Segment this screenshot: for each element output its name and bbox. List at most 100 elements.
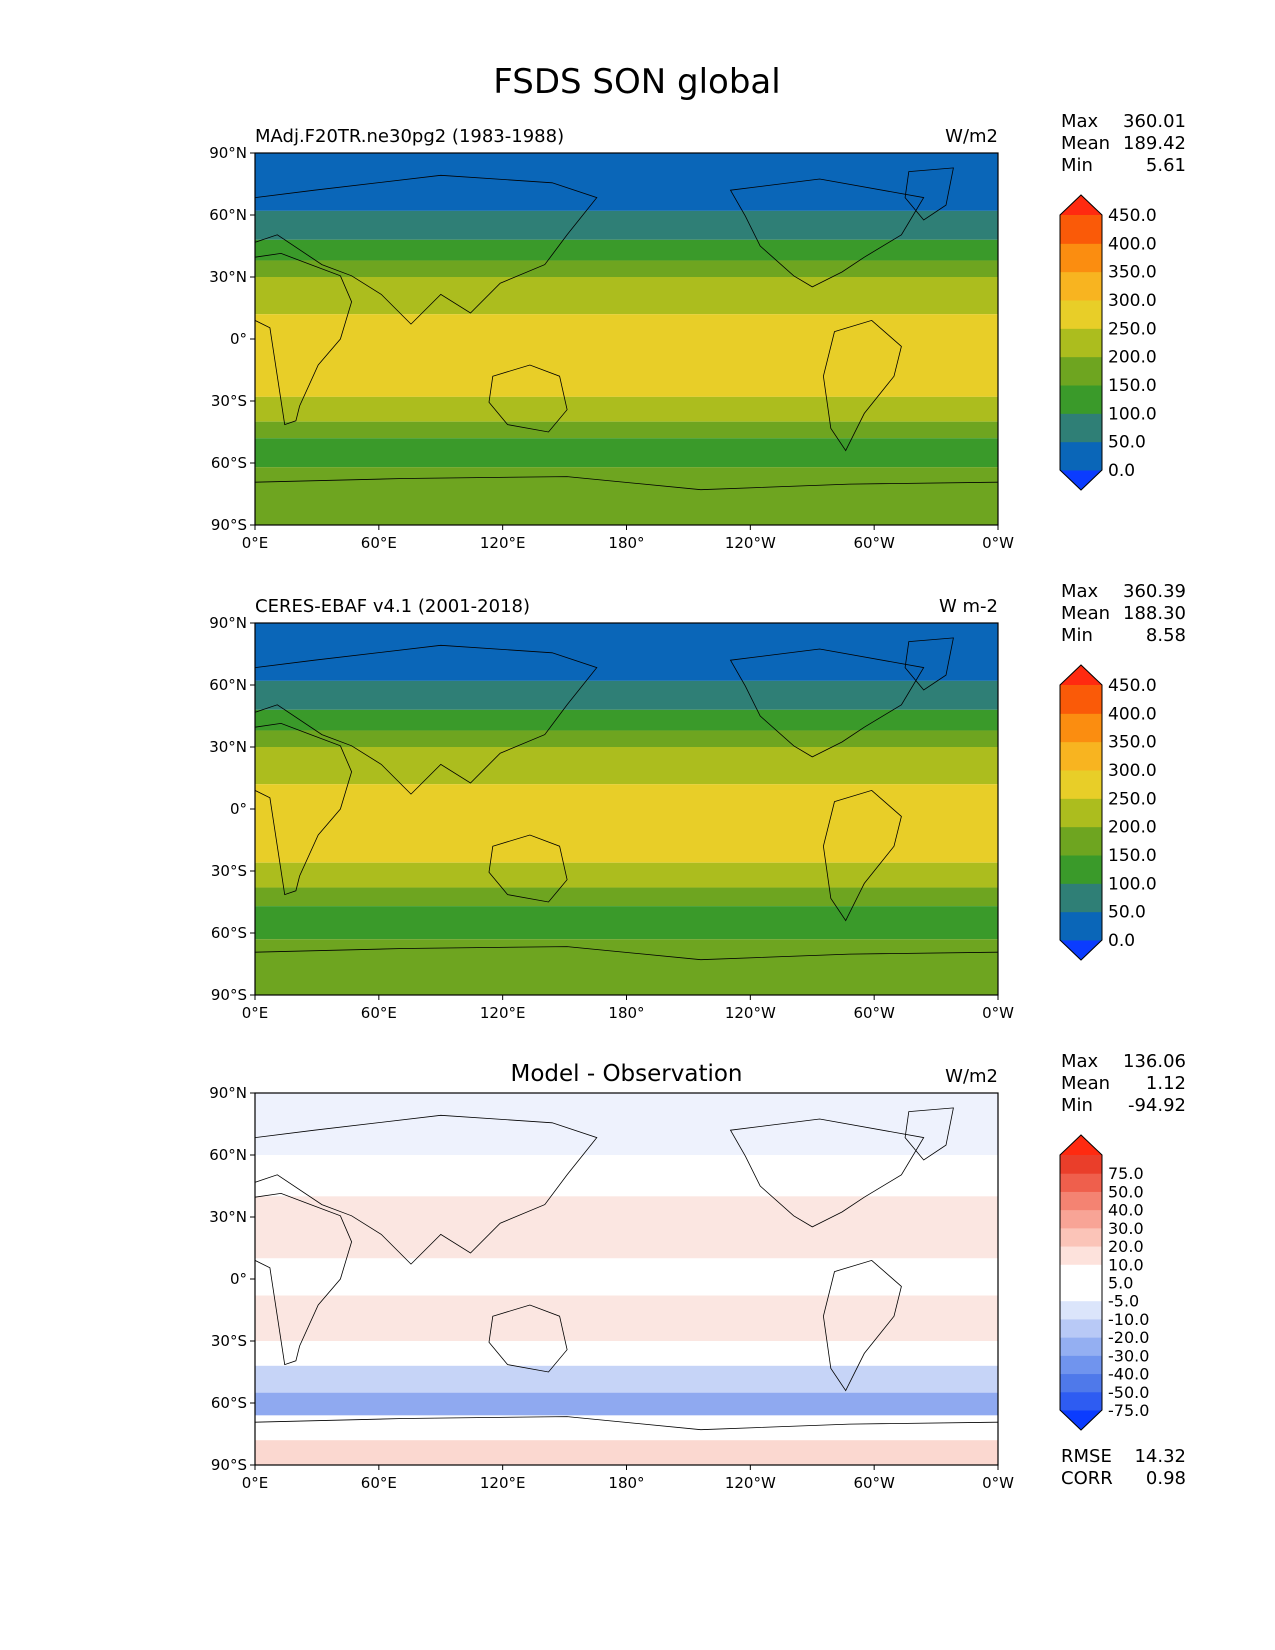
lat-tick-label: 90°N <box>209 144 247 162</box>
lat-tick-label: 90°S <box>211 516 247 534</box>
colorbar-segment <box>1060 1173 1102 1192</box>
colorbar-segment <box>1060 1373 1102 1393</box>
map-band <box>255 314 998 397</box>
colorbar-label: -20.0 <box>1108 1328 1149 1347</box>
map-band <box>255 1365 998 1393</box>
colorbar-segment <box>1060 1337 1102 1356</box>
map-band <box>255 260 998 277</box>
coastlines <box>255 1107 998 1431</box>
colorbar-segment <box>1060 1355 1102 1375</box>
colorbar-label: 350.0 <box>1108 263 1157 283</box>
colorbar-label: 20.0 <box>1108 1237 1144 1256</box>
map-band <box>255 1341 998 1366</box>
colorbar-label: -30.0 <box>1108 1346 1149 1365</box>
panel-center-title: Model - Observation <box>510 1061 742 1087</box>
stat-value: 189.42 <box>1123 133 1186 154</box>
lat-tick-label: 60°S <box>211 1394 247 1412</box>
coastline <box>488 834 568 903</box>
colorbar-label: -50.0 <box>1108 1383 1149 1402</box>
coastlines <box>255 167 998 491</box>
metric-value: 0.98 <box>1146 1468 1186 1489</box>
map-band <box>255 730 998 747</box>
colorbar-label: 200.0 <box>1108 348 1157 368</box>
map-band <box>255 1196 998 1259</box>
lon-tick-label: 180° <box>608 534 644 552</box>
lon-tick-label: 120°W <box>725 1474 776 1492</box>
map-band <box>255 623 998 681</box>
map-band <box>255 210 998 240</box>
map-band <box>255 862 998 888</box>
colorbar: 0.0 50.0 100.0 150.0 200.0 250.0 300.0 350.0 400… <box>1059 664 1157 961</box>
map-band <box>255 421 998 439</box>
colorbar-label: 400.0 <box>1108 234 1157 254</box>
colorbar-label: -5.0 <box>1108 1292 1139 1311</box>
lat-tick-label: 30°S <box>211 1332 247 1350</box>
map-field <box>255 153 998 525</box>
metric-value: 14.32 <box>1134 1446 1186 1467</box>
lon-tick-label: 120°E <box>480 1474 526 1492</box>
colorbar-segment <box>1060 385 1102 414</box>
lon-tick-label: 60°W <box>853 534 895 552</box>
colorbar-segment <box>1060 1264 1102 1283</box>
stat-label: Min <box>1061 155 1093 176</box>
coastline <box>255 1192 353 1366</box>
lat-tick-label: 60°S <box>211 924 247 942</box>
lon-tick-label: 60°W <box>853 1004 895 1022</box>
colorbar-outline <box>1059 1134 1103 1431</box>
lat-tick-label: 30°N <box>209 738 247 756</box>
coastline <box>255 174 598 325</box>
map-band <box>255 153 998 211</box>
lat-tick-label: 0° <box>230 1270 247 1288</box>
colorbar-segment <box>1060 215 1102 244</box>
lon-tick-label: 60°E <box>361 1474 397 1492</box>
map-band <box>255 1155 998 1197</box>
panel-diff: 90°N 60°N 30°N 0° 30°S 60°S 90°S0°E 60°E 120°E 18… <box>209 1051 1186 1492</box>
map-band <box>255 939 998 995</box>
stat-value: 5.61 <box>1146 155 1186 176</box>
lon-tick-label: 0°W <box>982 1004 1014 1022</box>
stat-value: -94.92 <box>1128 1095 1186 1116</box>
colorbar-label: 5.0 <box>1108 1274 1133 1293</box>
lat-tick-label: 60°N <box>209 676 247 694</box>
lat-tick-label: 60°N <box>209 1146 247 1164</box>
colorbar-extend-max <box>1060 1135 1102 1155</box>
map-band <box>255 239 998 261</box>
colorbar-segment <box>1060 1227 1102 1247</box>
panel-units: W/m2 <box>945 1066 998 1087</box>
map-band <box>255 438 998 468</box>
map-band <box>255 1093 998 1155</box>
stat-value: 8.58 <box>1146 625 1186 646</box>
colorbar-label: 350.0 <box>1108 733 1157 753</box>
coastline <box>255 1114 598 1265</box>
map-band <box>255 1258 998 1296</box>
colorbar-segment <box>1060 356 1102 386</box>
colorbar-segment <box>1060 1391 1102 1411</box>
colorbar-segment <box>1060 1246 1102 1265</box>
stat-label: Min <box>1061 1095 1093 1116</box>
colorbar-extend-min <box>1060 470 1102 490</box>
colorbar-label: 150.0 <box>1108 846 1157 866</box>
stat-label: Mean <box>1061 603 1110 624</box>
colorbar-segment <box>1060 300 1102 329</box>
colorbar-label: 50.0 <box>1108 1182 1144 1201</box>
lon-tick-label: 120°W <box>725 1004 776 1022</box>
coastline <box>488 364 568 433</box>
colorbar-outline <box>1059 194 1103 491</box>
map-field <box>255 1093 998 1465</box>
colorbar-segment <box>1060 1300 1102 1320</box>
lon-tick-label: 60°E <box>361 534 397 552</box>
colorbar-segment <box>1060 1209 1102 1229</box>
colorbar-segment <box>1060 855 1102 884</box>
map-band <box>255 396 998 422</box>
lat-tick-label: 0° <box>230 800 247 818</box>
lat-tick-label: 30°S <box>211 392 247 410</box>
colorbar-segment <box>1060 1282 1102 1302</box>
colorbar-label: 400.0 <box>1108 704 1157 724</box>
colorbar-segment <box>1060 1191 1102 1211</box>
colorbar-label: 450.0 <box>1108 206 1157 226</box>
colorbar-label: 40.0 <box>1108 1201 1144 1220</box>
lon-tick-label: 180° <box>608 1474 644 1492</box>
colorbar-segment <box>1060 883 1102 913</box>
colorbar-segment <box>1060 271 1102 301</box>
lon-tick-label: 120°E <box>480 534 526 552</box>
